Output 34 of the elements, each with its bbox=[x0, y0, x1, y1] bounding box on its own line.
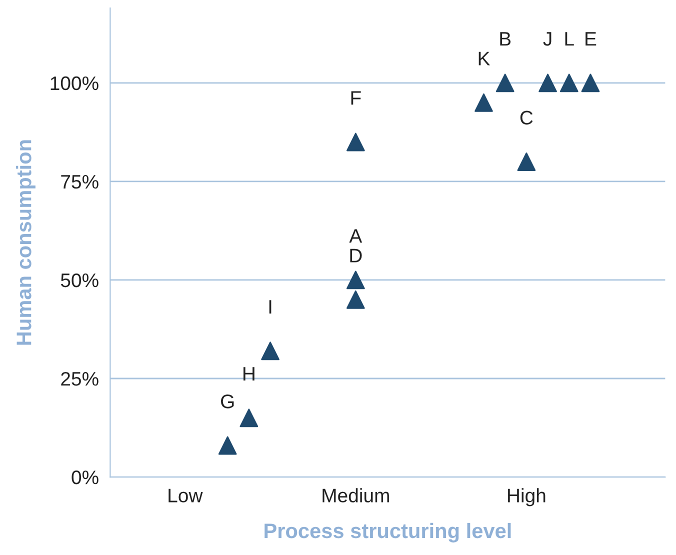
point bbox=[218, 436, 237, 455]
data-label: D bbox=[350, 248, 362, 262]
x-tick-label: High bbox=[508, 488, 546, 506]
point bbox=[581, 74, 600, 92]
data-label: F bbox=[351, 91, 361, 105]
data-label: H bbox=[244, 367, 254, 381]
data-label: E bbox=[586, 32, 596, 46]
point bbox=[496, 74, 514, 92]
data-label: G bbox=[221, 394, 234, 408]
x-tick-label: Medium bbox=[322, 488, 389, 502]
point bbox=[346, 132, 365, 152]
point bbox=[517, 152, 536, 171]
data-label: I bbox=[269, 300, 272, 314]
point bbox=[346, 290, 365, 309]
point bbox=[538, 74, 557, 92]
x-axis-title: Process structuring level bbox=[264, 522, 511, 542]
y-tick-label: 100% bbox=[50, 76, 98, 90]
point bbox=[346, 270, 365, 290]
data-label: B bbox=[500, 32, 511, 46]
y-tick-label: 50% bbox=[60, 273, 98, 288]
y-tick-label: 0% bbox=[72, 470, 98, 484]
point bbox=[474, 93, 493, 112]
y-tick-label: 25% bbox=[61, 372, 98, 386]
data-label: J bbox=[543, 32, 552, 46]
data-label: K bbox=[478, 52, 490, 66]
data-label: C bbox=[520, 110, 533, 125]
data-label: L bbox=[565, 32, 574, 46]
x-tick-label: Low bbox=[168, 488, 203, 502]
point bbox=[240, 408, 258, 428]
data-label: A bbox=[349, 229, 362, 243]
point bbox=[560, 74, 578, 92]
y-axis-title: Human consumption bbox=[16, 140, 36, 345]
point bbox=[261, 342, 280, 360]
y-tick-label: 75% bbox=[61, 175, 98, 189]
